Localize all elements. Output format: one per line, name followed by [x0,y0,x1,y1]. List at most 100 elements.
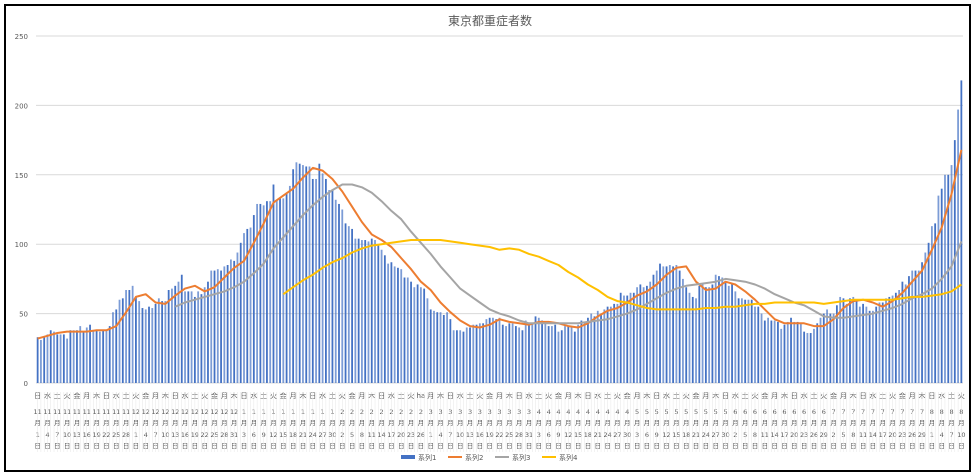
bar [809,333,812,383]
bar [521,330,524,383]
bar [112,312,114,383]
bar [370,238,373,383]
bar [531,323,534,383]
bar [187,291,190,383]
chart-title: 東京都重症者数 [448,13,532,28]
bar [269,201,272,383]
bar [475,324,478,383]
bar [49,330,52,383]
bar [740,298,743,383]
y-tick-label: 150 [15,172,28,180]
y-tick-label: 50 [19,311,28,319]
bar [193,296,196,383]
bar [524,320,527,383]
bar [328,190,331,383]
bar [924,252,927,383]
bar [56,334,59,383]
bar [344,223,347,383]
bar [131,285,134,383]
bar [233,260,236,383]
bar [839,296,842,383]
bar [324,178,327,383]
bar [894,292,897,383]
bar [256,203,259,383]
bar [518,327,521,383]
bar [691,296,694,383]
bar [164,301,167,383]
bar [911,270,914,383]
bar [953,140,956,383]
bar [308,166,311,383]
bar [89,324,91,383]
legend-label: 系列2 [465,453,483,462]
bar [878,302,881,383]
bar [731,283,733,383]
bar [148,306,150,383]
bar [259,203,262,383]
bar [567,326,570,383]
bar [53,331,55,383]
bar [125,290,127,383]
bar [305,166,308,383]
bar [780,328,783,383]
bar [220,270,222,383]
bar [406,277,409,383]
bar [590,313,593,383]
bar [957,109,959,384]
bar [141,308,144,383]
bar [249,227,252,383]
bar [334,199,337,383]
bar [619,292,622,383]
bar [213,270,216,383]
bar [819,317,822,383]
bar [744,299,747,383]
bar [275,199,278,383]
chart-frame: 東京都重症者数 0 50 100 150 200 250 日 11 月 1 日水 11 月 4 日土 11 月… [4,4,971,472]
bar [662,266,665,383]
line-系列2 [37,149,963,340]
bar [636,287,638,383]
bar [492,317,494,383]
bar [262,205,265,383]
bar [318,163,321,383]
bar [105,330,108,383]
bar [128,290,131,383]
bar [246,228,249,383]
bar [397,267,399,383]
bar [469,327,471,383]
bar [285,192,288,383]
bar [626,295,629,383]
bar [115,309,118,383]
bar [416,284,419,383]
bar [862,303,864,383]
bar [282,198,285,383]
bar [845,303,848,383]
bar [433,310,435,383]
bar [210,270,213,383]
